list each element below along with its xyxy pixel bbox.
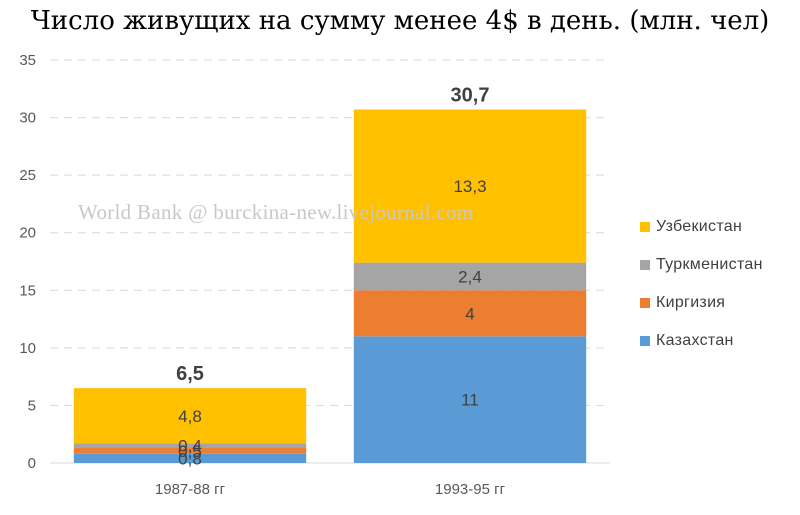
bar-total-label: 30,7 — [451, 85, 490, 107]
bar-segment — [73, 448, 307, 454]
y-tick-label: 30 — [19, 110, 36, 127]
segment-value-label: 0,8 — [178, 449, 202, 468]
watermark-text: World Bank @ burckina-new.livejournal.co… — [78, 200, 474, 224]
y-tick-label: 35 — [19, 52, 36, 69]
legend-item: Туркменистан — [640, 246, 763, 284]
legend-swatch — [640, 222, 650, 232]
segment-value-label: 2,4 — [458, 267, 482, 286]
segment-value-label: 4 — [465, 304, 474, 323]
legend-swatch — [640, 260, 650, 270]
bar-segment — [353, 109, 587, 263]
bars — [73, 109, 587, 463]
y-axis-ticks: 0 5 10 15 20 25 30 35 — [19, 52, 36, 472]
y-tick-label: 10 — [19, 340, 36, 357]
y-tick-label: 15 — [19, 282, 36, 299]
bar-segment — [353, 290, 587, 337]
segment-value-label: 0,5 — [178, 442, 202, 461]
y-tick-label: 5 — [28, 397, 36, 414]
segment-value-label: 0,4 — [178, 437, 202, 456]
segment-value-label: 13,3 — [453, 177, 486, 196]
x-category-label: 1987-88 гг — [155, 481, 226, 498]
legend-item: Киргизия — [640, 284, 763, 322]
legend-label: Казахстан — [656, 332, 734, 349]
bar-total-label: 6,5 — [176, 363, 204, 385]
x-category-label: 1993-95 гг — [435, 481, 506, 498]
legend-label: Узбекистан — [656, 218, 743, 235]
legend-swatch — [640, 298, 650, 308]
data-labels: 0,80,50,4 4,8 6,5 11 4 2,4 13,3 30,7 — [176, 85, 489, 469]
legend: Узбекистан Туркменистан Киргизия Казахстан — [640, 208, 763, 360]
bar-segment — [73, 443, 307, 449]
y-tick-label: 20 — [19, 225, 36, 242]
bar-segment — [353, 262, 587, 291]
y-tick-label: 25 — [19, 167, 36, 184]
segment-value-label: 11 — [461, 391, 479, 410]
segment-value-label: 4,8 — [178, 407, 202, 426]
x-axis-categories: 1987-88 гг 1993-95 гг — [155, 481, 506, 498]
legend-label: Киргизия — [656, 294, 726, 311]
bar-segment — [73, 388, 307, 444]
legend-swatch — [640, 336, 650, 346]
legend-item: Казахстан — [640, 322, 763, 360]
bar-segment — [353, 336, 587, 463]
legend-label: Туркменистан — [656, 256, 763, 273]
legend-item: Узбекистан — [640, 208, 763, 246]
bar-segment — [73, 453, 307, 463]
y-tick-label: 0 — [28, 455, 36, 472]
chart-title: Число живущих на сумму менее 4$ в день. … — [30, 6, 770, 36]
